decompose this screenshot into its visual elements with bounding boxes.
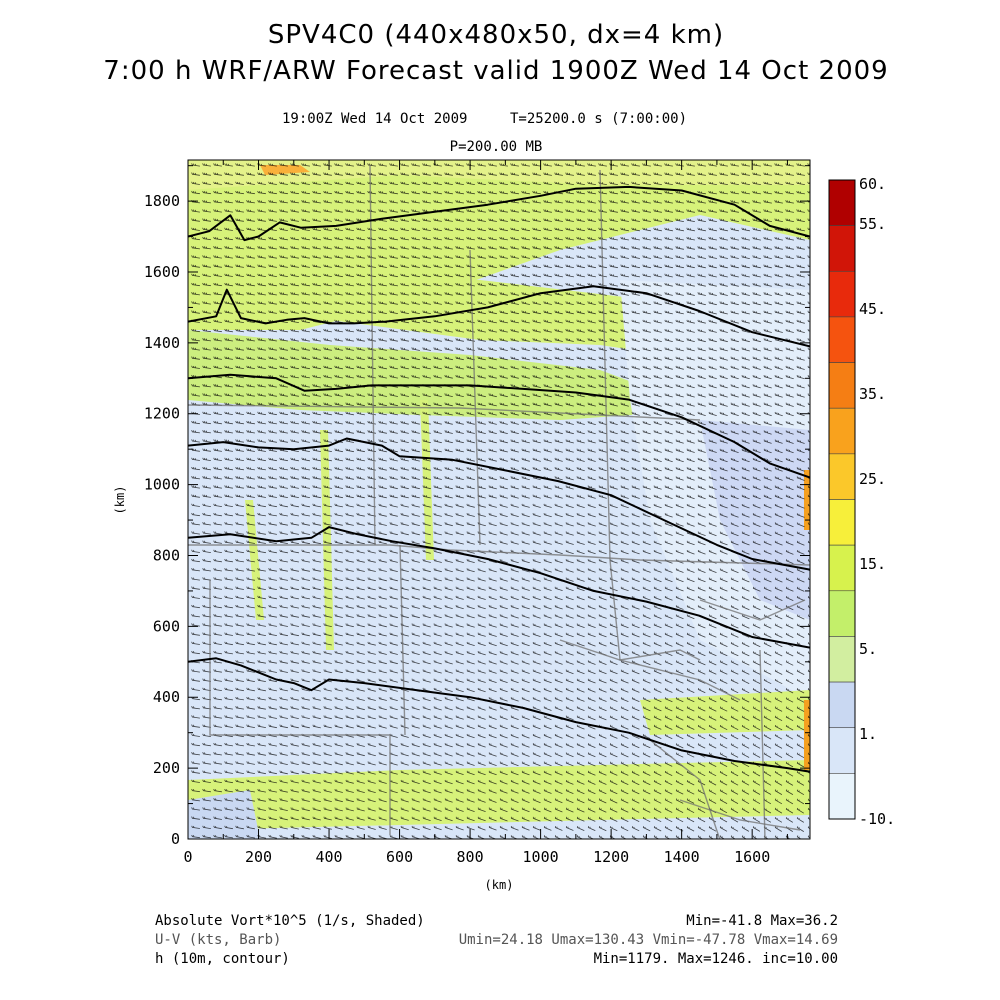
x-tick-label: 800	[457, 848, 484, 866]
y-tick-label: 1200	[144, 405, 180, 423]
state-border	[559, 639, 701, 661]
x-axis: 0 200 400 600 800 1000 1200 1400 1600	[183, 160, 788, 866]
colorbar-label: 55.	[859, 215, 886, 233]
colorbar-label: 1.	[859, 725, 877, 743]
shade-mid-band	[188, 330, 700, 420]
y-axis-label: (km)	[113, 486, 127, 515]
pressure-level: P=200.00 MB	[450, 139, 543, 155]
shade-southwest	[188, 790, 260, 839]
colorbar-frame	[828, 179, 856, 820]
colorbar-label: 45.	[859, 300, 886, 318]
shade-east-blue	[700, 420, 810, 620]
colorbar-swatch	[828, 727, 856, 774]
state-border	[649, 739, 721, 839]
x-axis-label: (km)	[485, 878, 514, 892]
x-tick-label: 1000	[523, 848, 559, 866]
footer-contour-range: Min=1179. Max=1246. inc=10.00	[594, 951, 838, 967]
footer-contour-field: h (10m, contour)	[155, 951, 290, 967]
shade-streak	[420, 400, 434, 560]
colorbar-swatch	[828, 225, 856, 272]
state-border	[699, 599, 806, 621]
y-tick-label: 1800	[144, 192, 180, 210]
colorbar-swatch	[828, 407, 856, 455]
x-tick-label: 600	[386, 848, 413, 866]
state-border	[679, 799, 801, 831]
shade-streak	[320, 430, 334, 650]
colorbar-swatch	[828, 179, 856, 226]
colorbar-label: 15.	[859, 555, 886, 573]
shade-hot-spot	[260, 165, 310, 175]
height-contour-4	[188, 437, 810, 571]
chart-subtitle: 7:00 h WRF/ARW Forecast valid 1900Z Wed …	[103, 56, 888, 86]
y-tick-label: 600	[153, 617, 180, 635]
colorbar-swatch	[828, 590, 856, 637]
footer-barb-field: U-V (kts, Barb)	[155, 932, 281, 948]
colorbar-label: 25.	[859, 470, 886, 488]
x-tick-label: 200	[245, 848, 272, 866]
chart-title: SPV4C0 (440x480x50, dx=4 km)	[268, 20, 724, 50]
colorbar-label: 5.	[859, 640, 877, 658]
x-tick-label: 0	[183, 848, 192, 866]
colorbar-swatch	[828, 453, 856, 500]
y-axis: 0 200 400 600 800 1000 1200 1400 1600 1800	[144, 165, 810, 848]
shade-edge-strip	[804, 700, 810, 770]
height-contour-2	[188, 285, 810, 348]
shade-edge-strip	[804, 470, 810, 530]
time-step: T=25200.0 s (7:00:00)	[510, 111, 687, 127]
colorbar-swatch	[828, 362, 856, 409]
plot-area	[188, 160, 810, 839]
colorbar-swatch	[828, 773, 856, 820]
footer-shaded-range: Min=-41.8 Max=36.2	[686, 913, 838, 929]
state-border	[759, 649, 766, 839]
colorbar-label: 35.	[859, 385, 886, 403]
plot-frame	[187, 159, 811, 840]
y-tick-label: 0	[171, 830, 180, 848]
shade-top-strip	[188, 160, 810, 190]
vorticity-shading	[188, 160, 810, 839]
footer-wind-range: Umin=24.18 Umax=130.43 Vmin=-47.78 Vmax=…	[459, 932, 838, 948]
valid-time: 19:00Z Wed 14 Oct 2009	[282, 111, 467, 127]
state-border	[188, 404, 701, 421]
state-border	[209, 580, 391, 835]
height-contour-5	[188, 526, 810, 649]
wind-barb-field	[191, 163, 810, 839]
y-tick-label: 800	[153, 546, 180, 564]
y-tick-label: 200	[153, 759, 180, 777]
colorbar-label: 60.	[859, 175, 886, 193]
x-tick-label: 1400	[664, 848, 700, 866]
y-tick-label: 1600	[144, 263, 180, 281]
colorbar: 60. 55. 45. 35. 25. 15. 5. 1. -10.	[828, 175, 895, 828]
height-contour-6	[188, 657, 810, 773]
state-border	[369, 164, 376, 546]
x-tick-label: 400	[315, 848, 342, 866]
colorbar-swatch	[828, 681, 856, 729]
state-borders	[188, 164, 810, 839]
footer-shaded-field: Absolute Vort*10^5 (1/s, Shaded)	[155, 913, 425, 929]
colorbar-swatch	[828, 499, 856, 546]
wind-barbs	[191, 163, 810, 839]
x-tick-label: 1200	[593, 848, 629, 866]
y-tick-label: 400	[153, 688, 180, 706]
shade-south-band	[188, 760, 810, 830]
state-border	[188, 544, 810, 566]
colorbar-swatch	[828, 544, 856, 592]
height-contours	[188, 185, 810, 773]
state-border	[469, 249, 481, 546]
height-contour-1	[188, 185, 810, 242]
y-tick-label: 1400	[144, 334, 180, 352]
shade-streak	[245, 500, 264, 620]
shade-north-band-2	[188, 260, 810, 390]
colorbar-label: -10.	[859, 810, 895, 828]
colorbar-swatch	[828, 316, 856, 363]
colorbar-swatch	[828, 270, 856, 318]
height-contour-3	[188, 373, 810, 479]
x-tick-label: 1600	[734, 848, 770, 866]
state-border	[399, 544, 406, 736]
colorbar-swatch	[828, 636, 856, 683]
y-tick-label: 1000	[144, 476, 180, 494]
